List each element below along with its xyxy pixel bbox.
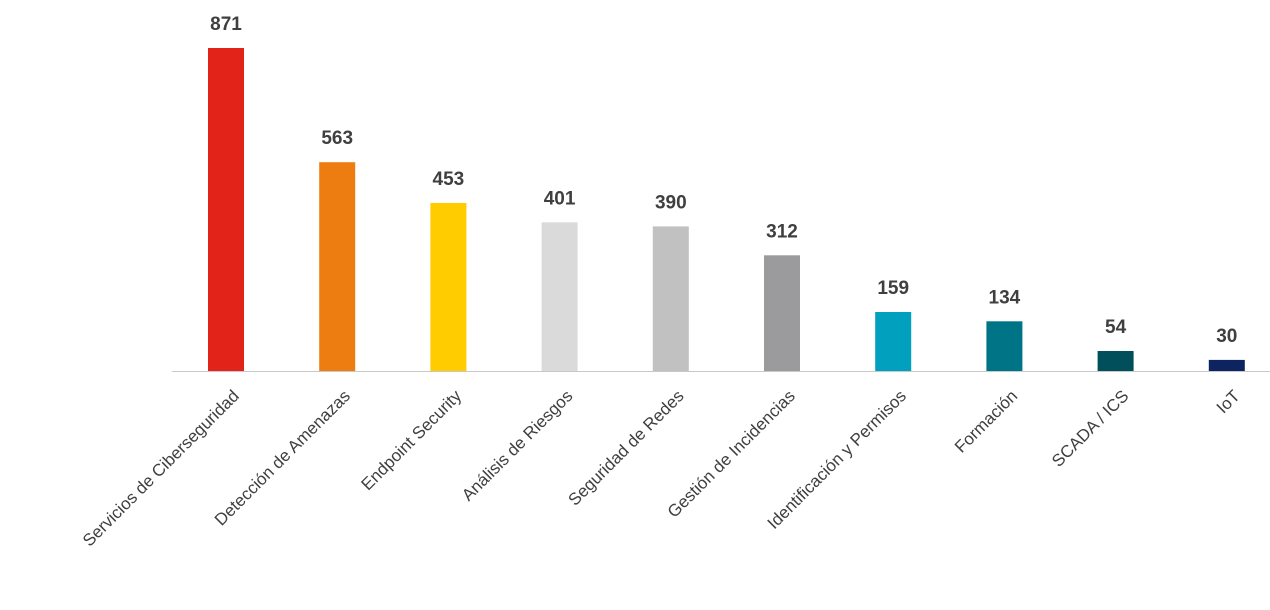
data-label: 453	[433, 169, 465, 190]
category-label: Gestión de Incidencias	[664, 386, 799, 521]
data-label: 312	[766, 221, 798, 242]
category-label: Formación	[951, 386, 1021, 456]
data-label: 30	[1216, 326, 1237, 347]
bar	[430, 203, 467, 371]
data-label: 563	[321, 128, 353, 149]
bar	[764, 255, 800, 371]
bar	[875, 312, 912, 371]
data-label: 871	[210, 14, 242, 35]
bar	[1208, 359, 1245, 371]
data-label: 390	[655, 192, 687, 213]
bar	[541, 222, 578, 371]
bars-layer	[208, 48, 1245, 371]
data-label: 54	[1105, 317, 1127, 338]
bar	[319, 162, 356, 371]
data-label: 134	[989, 287, 1021, 308]
category-label: Endpoint Security	[358, 386, 466, 494]
value-labels-layer: 871 563 453 401 390 312 159 134 54 30	[210, 14, 1237, 347]
category-label: Servicios de Ciberseguridad	[79, 386, 243, 550]
category-label: SCADA / ICS	[1048, 386, 1132, 470]
category-label: Seguridad de Redes	[565, 386, 688, 509]
data-label: 159	[877, 278, 909, 299]
category-label: IoT	[1213, 386, 1244, 417]
bar	[652, 226, 689, 371]
bar	[208, 48, 244, 371]
data-label: 401	[544, 188, 576, 209]
category-label: Análisis de Riesgos	[458, 386, 576, 504]
bar	[1097, 351, 1134, 371]
bar	[986, 321, 1023, 371]
